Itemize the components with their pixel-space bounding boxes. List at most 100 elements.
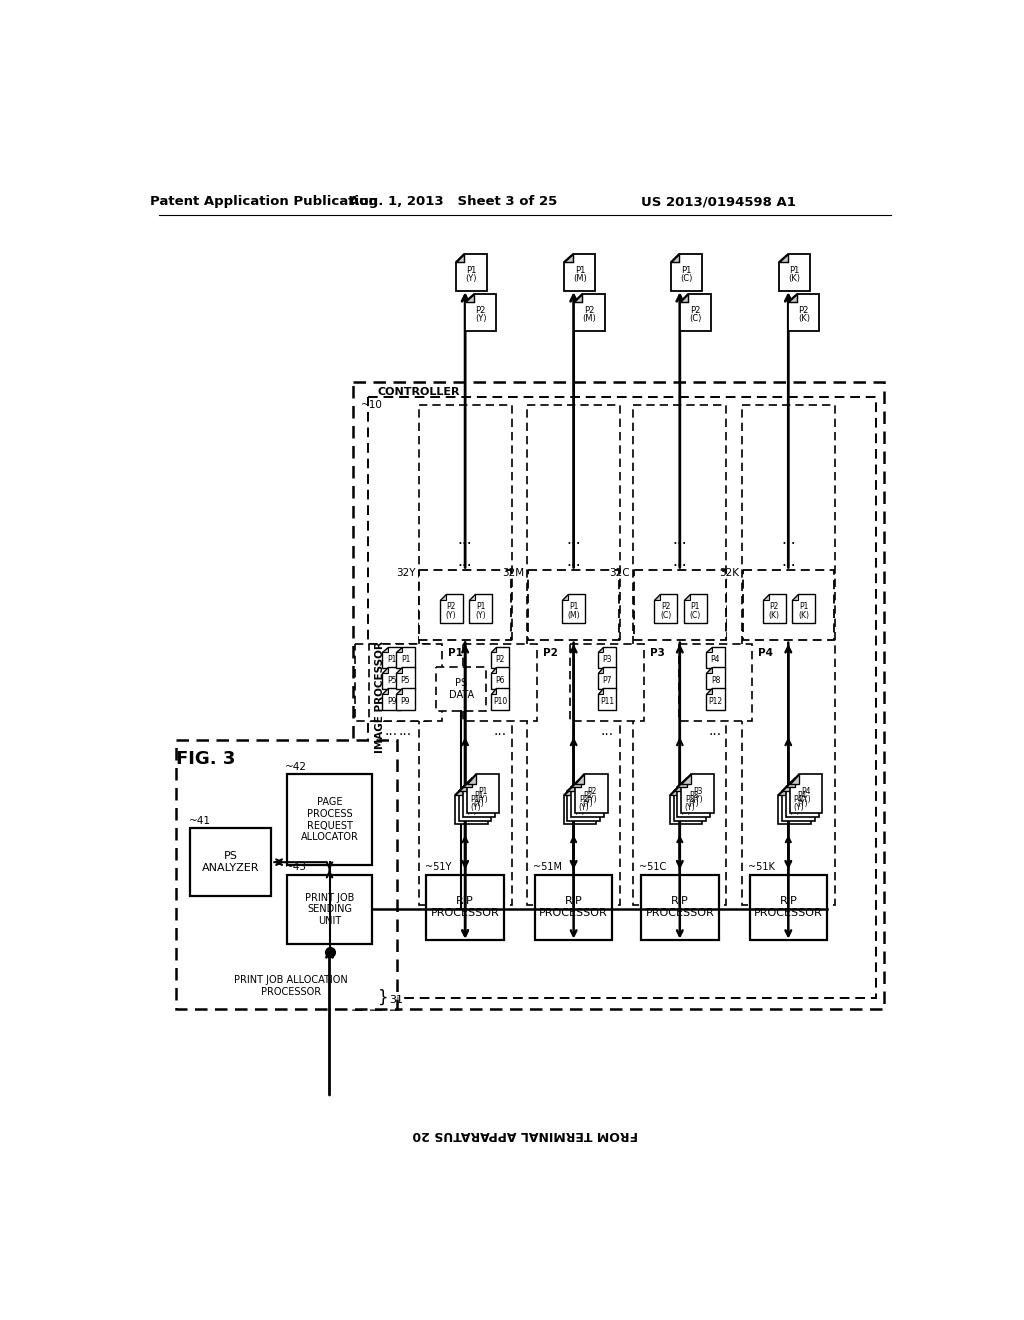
Text: P2: P2 <box>662 602 671 611</box>
Polygon shape <box>490 668 509 689</box>
Polygon shape <box>490 688 509 710</box>
Text: (K): (K) <box>798 314 810 323</box>
Text: P2: P2 <box>583 791 592 800</box>
Text: P2: P2 <box>575 799 585 808</box>
Text: P9: P9 <box>400 697 411 706</box>
Text: PAGE
PROCESS
REQUEST
ALLOCATOR: PAGE PROCESS REQUEST ALLOCATOR <box>301 797 358 842</box>
Polygon shape <box>793 594 815 623</box>
Polygon shape <box>790 775 822 813</box>
Text: FROM TERMINAL APPARATUS 20: FROM TERMINAL APPARATUS 20 <box>412 1129 638 1142</box>
Bar <box>419 405 512 906</box>
Polygon shape <box>670 785 679 795</box>
Polygon shape <box>396 647 415 668</box>
Bar <box>420 570 511 640</box>
Text: P2: P2 <box>496 655 505 664</box>
Polygon shape <box>782 781 815 821</box>
Polygon shape <box>681 775 714 813</box>
Text: P4: P4 <box>794 795 803 804</box>
Polygon shape <box>707 647 725 668</box>
Text: P6: P6 <box>496 676 505 685</box>
Text: (Y): (Y) <box>470 803 480 812</box>
Text: P1: P1 <box>478 787 487 796</box>
Text: ~51M: ~51M <box>534 862 562 871</box>
Polygon shape <box>456 253 486 290</box>
Polygon shape <box>654 594 660 601</box>
Polygon shape <box>778 785 811 825</box>
Polygon shape <box>456 253 464 263</box>
Polygon shape <box>564 253 595 290</box>
Text: Aug. 1, 2013   Sheet 3 of 25: Aug. 1, 2013 Sheet 3 of 25 <box>349 195 558 209</box>
Text: 32K: 32K <box>719 568 738 578</box>
Polygon shape <box>567 781 577 792</box>
Text: ...: ... <box>458 553 472 569</box>
Polygon shape <box>563 785 572 795</box>
Text: ...: ... <box>566 532 581 546</box>
Polygon shape <box>469 594 493 623</box>
Polygon shape <box>382 647 388 652</box>
Polygon shape <box>463 779 472 788</box>
Polygon shape <box>439 594 463 623</box>
Polygon shape <box>571 779 604 817</box>
Polygon shape <box>681 775 690 784</box>
Polygon shape <box>707 688 712 693</box>
Text: P2: P2 <box>770 602 779 611</box>
Text: 31: 31 <box>389 995 403 1005</box>
Polygon shape <box>678 779 687 788</box>
Text: ...: ... <box>566 553 581 569</box>
Bar <box>634 570 726 640</box>
Polygon shape <box>598 688 603 693</box>
Text: ...: ... <box>385 725 398 738</box>
Polygon shape <box>674 781 683 792</box>
Text: P2: P2 <box>587 787 596 796</box>
Polygon shape <box>575 775 607 813</box>
Text: (C): (C) <box>689 314 701 323</box>
Text: P3: P3 <box>602 655 611 664</box>
Polygon shape <box>763 594 786 623</box>
Bar <box>641 874 719 940</box>
Text: (Y): (Y) <box>801 796 811 804</box>
Polygon shape <box>382 647 400 668</box>
Text: 32Y: 32Y <box>396 568 416 578</box>
Bar <box>633 405 726 906</box>
Text: (Y): (Y) <box>477 796 488 804</box>
Polygon shape <box>573 294 604 331</box>
Polygon shape <box>396 688 415 710</box>
Bar <box>354 644 428 721</box>
Text: (Y): (Y) <box>474 799 484 808</box>
Text: ~43: ~43 <box>286 862 307 871</box>
Polygon shape <box>382 688 400 710</box>
Text: 32C: 32C <box>609 568 630 578</box>
Text: ...: ... <box>709 725 722 738</box>
Text: PRINT JOB ALLOCATION
PROCESSOR: PRINT JOB ALLOCATION PROCESSOR <box>233 975 347 997</box>
Text: (M): (M) <box>583 314 596 323</box>
Text: FIG. 3: FIG. 3 <box>176 750 236 768</box>
Text: 32M: 32M <box>502 568 524 578</box>
Text: ...: ... <box>781 553 796 569</box>
Polygon shape <box>567 781 600 821</box>
Text: P1: P1 <box>470 795 480 804</box>
Text: P2: P2 <box>446 602 456 611</box>
Text: (Y): (Y) <box>586 796 597 804</box>
Polygon shape <box>459 781 468 792</box>
Polygon shape <box>490 668 496 673</box>
Polygon shape <box>670 785 702 825</box>
Polygon shape <box>467 775 500 813</box>
Polygon shape <box>788 294 797 302</box>
Text: P2: P2 <box>799 306 809 314</box>
Text: ...: ... <box>781 532 796 546</box>
Polygon shape <box>396 688 401 693</box>
Text: (Y): (Y) <box>793 803 804 812</box>
Bar <box>190 829 271 896</box>
Polygon shape <box>782 781 792 792</box>
Text: P1: P1 <box>476 602 485 611</box>
Polygon shape <box>678 779 710 817</box>
Text: Patent Application Publication: Patent Application Publication <box>150 195 378 209</box>
Bar <box>426 874 504 940</box>
Polygon shape <box>788 294 819 331</box>
Text: ...: ... <box>673 553 687 569</box>
Text: P1: P1 <box>474 791 483 800</box>
Text: P4: P4 <box>711 655 720 664</box>
Text: PS
DATA: PS DATA <box>449 678 474 700</box>
Text: P1: P1 <box>400 655 411 664</box>
Polygon shape <box>564 253 572 263</box>
